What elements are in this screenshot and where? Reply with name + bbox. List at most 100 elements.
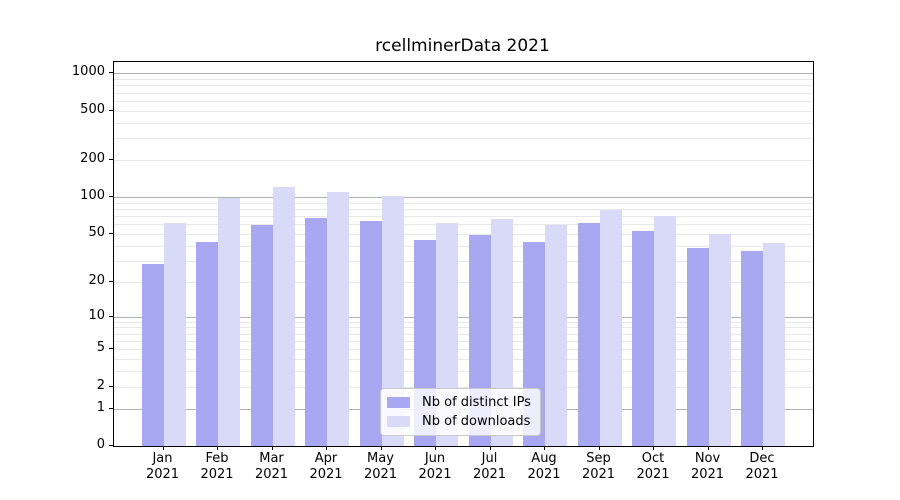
legend-label-downloads: Nb of downloads [422,414,531,429]
minor-gridline-20 [114,281,813,283]
x-tick-label-sep: Sep 2021 [581,451,616,482]
y-tick-label-100: 100 [80,188,105,204]
minor-gridline-40 [114,245,813,247]
y-tick-mark-2 [109,385,113,387]
y-tick-mark-50 [109,232,113,234]
minor-gridline-600 [114,100,813,102]
bar-distinct-ips-jan [141,264,164,446]
x-tick-mark-may [380,446,382,450]
y-tick-mark-10 [109,315,113,317]
minor-gridline-5 [114,349,813,351]
bar-downloads-nov [708,233,731,446]
y-tick-mark-0 [109,445,113,446]
legend-item-distinct-ips: Nb of distinct IPs [387,395,534,410]
major-gridline-100 [114,197,813,199]
minor-gridline-3 [114,371,813,373]
x-tick-label-aug: Aug 2021 [527,451,561,482]
x-tick-label-mar: Mar 2021 [254,451,289,482]
bar-distinct-ips-may [359,220,382,446]
bar-downloads-oct [654,216,676,446]
y-tick-label-0: 0 [96,437,105,452]
legend-item-downloads: Nb of downloads [387,414,534,429]
bar-distinct-ips-sep [577,223,600,446]
y-tick-mark-500 [109,109,113,111]
bar-downloads-apr [327,191,349,446]
minor-gridline-200 [114,159,813,161]
minor-gridline-80 [114,208,813,210]
y-tick-label-1: 1 [96,399,105,415]
x-tick-mark-sep [598,446,600,450]
y-tick-mark-1 [109,407,113,409]
minor-gridline-300 [114,138,813,140]
legend-swatch-distinct-ips-icon [387,397,410,408]
x-tick-mark-oct [653,446,654,450]
y-tick-label-10: 10 [88,307,105,323]
minor-gridline-500 [114,110,813,112]
x-tick-mark-mar [271,446,273,450]
x-tick-label-may: May 2021 [363,451,398,482]
bar-downloads-jan [163,222,186,446]
minor-gridline-7 [114,333,813,335]
x-tick-label-feb: Feb 2021 [200,451,234,482]
bar-downloads-dec [763,243,785,446]
minor-gridline-2 [114,386,813,388]
x-tick-mark-feb [217,446,218,450]
minor-gridline-50 [114,233,813,235]
x-tick-mark-jun [435,446,436,450]
bar-distinct-ips-apr [305,217,327,446]
major-gridline-1000 [114,73,813,75]
y-tick-label-5: 5 [96,340,105,356]
bar-downloads-sep [599,210,622,446]
bar-distinct-ips-mar [250,225,273,446]
bar-distinct-ips-oct [632,230,654,446]
bar-downloads-feb [218,198,240,446]
bar-distinct-ips-dec [741,251,763,446]
bar-distinct-ips-feb [196,241,218,446]
y-tick-mark-1000 [109,72,113,74]
x-tick-mark-jul [489,446,491,450]
minor-gridline-6 [114,341,813,343]
x-tick-label-apr: Apr 2021 [309,451,343,482]
bar-downloads-aug [545,225,567,446]
y-tick-mark-20 [109,280,113,282]
minor-gridline-60 [114,224,813,226]
y-tick-label-2: 2 [96,377,105,393]
minor-gridline-900 [114,79,813,81]
chart-title: rcellminerData 2021 [375,36,550,56]
minor-gridline-70 [114,216,813,218]
legend: Nb of distinct IPs Nb of downloads [380,388,541,436]
bar-downloads-mar [272,187,295,446]
minor-gridline-4 [114,359,813,361]
minor-gridline-700 [114,92,813,94]
legend-label-distinct-ips: Nb of distinct IPs [422,395,531,410]
y-tick-label-1000: 1000 [71,64,105,80]
x-tick-label-dec: Dec 2021 [745,451,779,482]
x-tick-mark-dec [762,446,763,450]
x-tick-mark-aug [544,446,545,450]
y-tick-mark-100 [109,196,113,198]
x-tick-label-jun: Jun 2021 [418,451,452,482]
minor-gridline-400 [114,122,813,124]
y-tick-label-20: 20 [88,272,105,288]
x-tick-label-oct: Oct 2021 [636,451,670,482]
major-gridline-10 [114,316,813,318]
x-tick-mark-apr [326,446,327,450]
bar-distinct-ips-nov [686,248,709,446]
minor-gridline-800 [114,85,813,87]
y-tick-label-500: 500 [80,101,105,117]
y-tick-mark-200 [109,158,113,160]
y-tick-label-200: 200 [80,150,105,166]
x-tick-mark-jan [162,446,164,450]
x-tick-label-jul: Jul 2021 [472,451,507,482]
y-tick-mark-5 [109,348,113,350]
bar-downloads-may [381,195,404,446]
x-tick-mark-nov [707,446,709,450]
minor-gridline-9 [114,321,813,323]
minor-gridline-8 [114,327,813,329]
x-tick-label-nov: Nov 2021 [690,451,725,482]
x-tick-label-jan: Jan 2021 [145,451,180,482]
minor-gridline-90 [114,202,813,204]
minor-gridline-30 [114,260,813,262]
y-tick-label-50: 50 [88,224,105,240]
